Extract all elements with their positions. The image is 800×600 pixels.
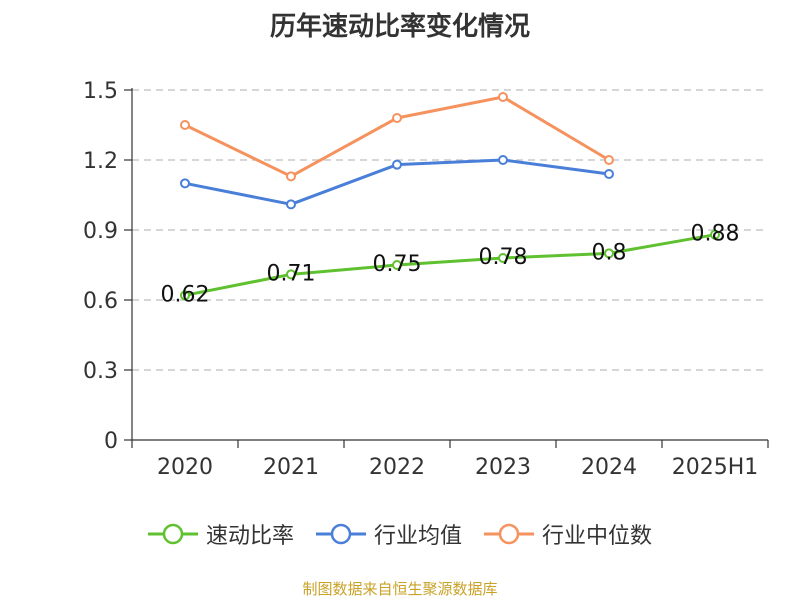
x-tick-label: 2022 bbox=[369, 455, 425, 480]
data-point bbox=[286, 269, 296, 280]
data-point bbox=[180, 290, 190, 301]
source-note: 制图数据来自恒生聚源数据库 bbox=[302, 580, 498, 598]
y-tick-label: 0.3 bbox=[83, 359, 118, 384]
x-tick-label: 2023 bbox=[475, 455, 531, 480]
data-label: 0.62 bbox=[161, 282, 210, 307]
legend-line-marker-icon bbox=[315, 523, 366, 545]
legend-item-quick-ratio[interactable]: 速动比率 bbox=[147, 518, 294, 550]
y-tick-label: 0.6 bbox=[83, 289, 118, 314]
data-label: 0.71 bbox=[267, 261, 316, 286]
data-point bbox=[392, 113, 402, 123]
data-point bbox=[286, 199, 296, 210]
data-point bbox=[180, 120, 190, 130]
legend-line-marker-icon bbox=[147, 523, 198, 545]
chart-title: 历年速动比率变化情况 bbox=[269, 12, 530, 42]
data-point bbox=[392, 260, 402, 270]
data-point bbox=[180, 178, 190, 189]
x-tick-label: 2024 bbox=[581, 455, 637, 480]
y-tick-label: 0 bbox=[104, 429, 118, 454]
data-labels: 0.62 0.71 0.75 0.78 0.8 0.88 bbox=[161, 222, 740, 308]
data-point bbox=[604, 169, 614, 179]
legend-line-marker-icon bbox=[484, 523, 534, 545]
x-tick-label: 2021 bbox=[263, 455, 319, 480]
data-point bbox=[286, 171, 296, 182]
legend: 速动比率 行业均值 行业中位数 bbox=[0, 518, 800, 550]
x-tick-label: 2025H1 bbox=[672, 455, 759, 480]
data-label: 0.88 bbox=[691, 222, 740, 247]
data-point bbox=[498, 155, 508, 165]
series-lines bbox=[180, 92, 720, 301]
data-label: 0.78 bbox=[479, 245, 528, 270]
data-point bbox=[710, 229, 720, 240]
y-tick-label: 0.9 bbox=[83, 219, 118, 244]
grid-lines bbox=[132, 89, 768, 371]
legend-label: 速动比率 bbox=[205, 524, 294, 549]
data-label: 0.75 bbox=[373, 252, 422, 277]
data-point bbox=[498, 92, 508, 102]
series-line-0 bbox=[184, 233, 716, 297]
data-point bbox=[498, 253, 508, 263]
data-point bbox=[604, 155, 614, 165]
legend-label: 行业中位数 bbox=[542, 524, 653, 549]
axes: 0 0.3 0.6 0.9 1.2 1.5 2020 2021 2022 2023 2024 2025… bbox=[83, 79, 769, 480]
legend-item-industry-mean[interactable]: 行业均值 bbox=[315, 518, 462, 550]
data-point bbox=[604, 248, 614, 259]
legend-label: 行业均值 bbox=[373, 524, 462, 549]
x-tick-label: 2020 bbox=[157, 455, 213, 480]
y-tick-label: 1.2 bbox=[83, 149, 118, 174]
data-label: 0.8 bbox=[592, 240, 627, 265]
legend-item-industry-median[interactable]: 行业中位数 bbox=[484, 518, 652, 550]
data-point bbox=[392, 159, 402, 170]
y-tick-label: 1.5 bbox=[83, 79, 118, 104]
